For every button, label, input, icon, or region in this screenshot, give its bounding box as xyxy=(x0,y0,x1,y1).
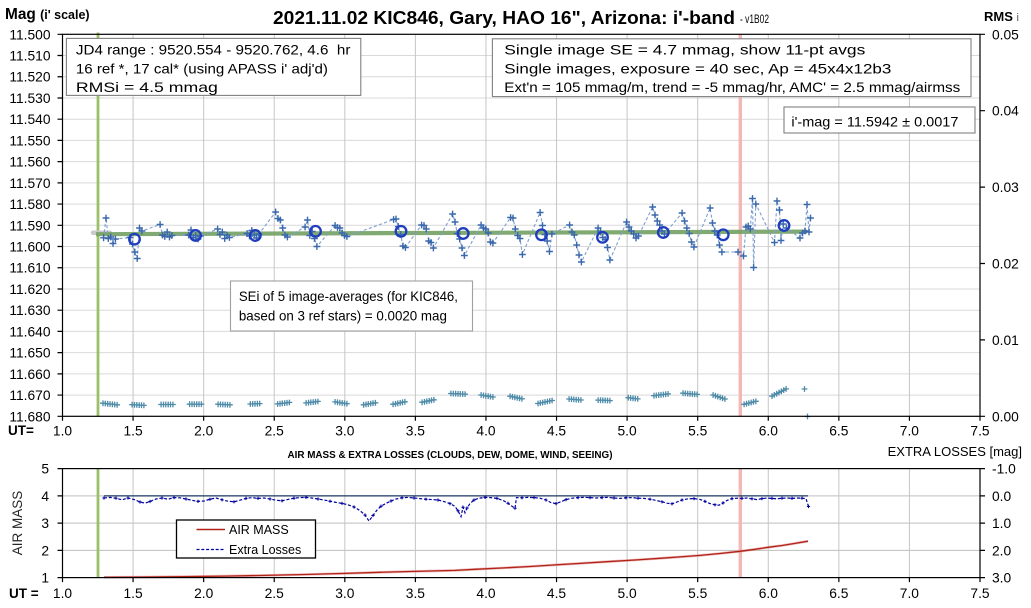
svg-text:3: 3 xyxy=(41,516,49,531)
svg-text:11.580: 11.580 xyxy=(9,197,51,212)
svg-text:11.570: 11.570 xyxy=(9,176,51,191)
svg-text:6.5: 6.5 xyxy=(829,424,849,439)
svg-text:AIR MASS: AIR MASS xyxy=(10,491,25,556)
svg-text:2.0: 2.0 xyxy=(992,543,1012,558)
svg-text:1: 1 xyxy=(41,571,49,586)
svg-text:2021.11.02 KIC846, Gary, HAO 1: 2021.11.02 KIC846, Gary, HAO 16", Arizon… xyxy=(273,8,735,28)
svg-text:i'-mag = 11.5942 ± 0.0017: i'-mag = 11.5942 ± 0.0017 xyxy=(791,113,958,129)
svg-text:6.5: 6.5 xyxy=(829,586,849,601)
svg-text:4.5: 4.5 xyxy=(547,586,567,601)
svg-text:Ext'n = 105 mmag/m, trend = -5: Ext'n = 105 mmag/m, trend = -5 mmag/hr, … xyxy=(504,79,960,95)
svg-text:0.05: 0.05 xyxy=(992,27,1019,42)
svg-text:2.0: 2.0 xyxy=(194,586,214,601)
svg-text:- v1B02: - v1B02 xyxy=(740,14,769,26)
svg-text:11.500: 11.500 xyxy=(9,27,51,42)
svg-text:AIR MASS: AIR MASS xyxy=(229,523,289,537)
svg-text:1.0: 1.0 xyxy=(992,516,1012,531)
svg-text:1.5: 1.5 xyxy=(124,424,144,439)
svg-text:3.0: 3.0 xyxy=(335,424,355,439)
svg-text:4: 4 xyxy=(41,489,49,504)
svg-text:based on 3 ref stars) = 0.0020: based on 3 ref stars) = 0.0020 mag xyxy=(239,307,447,323)
svg-text:3.5: 3.5 xyxy=(406,424,426,439)
svg-text:0.04: 0.04 xyxy=(992,104,1019,119)
svg-text:11.560: 11.560 xyxy=(9,155,51,170)
svg-text:7.0: 7.0 xyxy=(900,586,920,601)
svg-text:4.0: 4.0 xyxy=(476,586,496,601)
svg-text:2: 2 xyxy=(41,543,49,558)
svg-text:1.0: 1.0 xyxy=(53,424,73,439)
svg-text:5.0: 5.0 xyxy=(618,586,638,601)
svg-text:16 ref *, 17 cal* (using APASS: 16 ref *, 17 cal* (using APASS i' adj'd) xyxy=(76,61,328,77)
svg-text:11.550: 11.550 xyxy=(9,133,51,148)
svg-text:11.540: 11.540 xyxy=(9,112,51,127)
svg-text:3.5: 3.5 xyxy=(406,586,426,601)
svg-text:2.5: 2.5 xyxy=(265,586,285,601)
svg-text:Extra Losses: Extra Losses xyxy=(229,543,301,557)
svg-text:0.03: 0.03 xyxy=(992,180,1019,195)
svg-text:7.5: 7.5 xyxy=(970,424,990,439)
svg-text:5: 5 xyxy=(41,462,49,477)
svg-text:11.680: 11.680 xyxy=(9,409,51,424)
svg-text:EXTRA LOSSES [mag]: EXTRA LOSSES [mag] xyxy=(888,444,1022,459)
svg-text:11.630: 11.630 xyxy=(9,303,51,318)
svg-text:2.0: 2.0 xyxy=(194,424,214,439)
svg-text:0.0: 0.0 xyxy=(992,489,1012,504)
svg-text:4.5: 4.5 xyxy=(547,424,567,439)
svg-text:6.0: 6.0 xyxy=(759,424,779,439)
svg-text:11.590: 11.590 xyxy=(9,218,51,233)
svg-text:0.01: 0.01 xyxy=(992,333,1019,348)
svg-text:Single images, exposure = 40 s: Single images, exposure = 40 sec, Ap = 4… xyxy=(504,61,891,77)
svg-text:5.5: 5.5 xyxy=(688,424,708,439)
svg-text:2.5: 2.5 xyxy=(265,424,285,439)
svg-text:JD4 range : 9520.554 - 9520.76: JD4 range : 9520.554 - 9520.762, 4.6 hr xyxy=(76,42,351,58)
svg-text:3.0: 3.0 xyxy=(992,571,1012,586)
svg-text:1.0: 1.0 xyxy=(53,586,73,601)
svg-text:7.5: 7.5 xyxy=(970,586,990,601)
svg-text:UT =: UT = xyxy=(9,586,39,601)
svg-text:0.02: 0.02 xyxy=(992,257,1019,272)
svg-text:11.520: 11.520 xyxy=(9,70,51,85)
svg-text:RMSi = 4.5 mmag: RMSi = 4.5 mmag xyxy=(76,79,218,95)
svg-text:11.650: 11.650 xyxy=(9,346,51,361)
svg-text:RMS i: RMS i xyxy=(984,9,1019,24)
svg-text:11.530: 11.530 xyxy=(9,91,51,106)
svg-text:5.0: 5.0 xyxy=(618,424,638,439)
svg-text:11.610: 11.610 xyxy=(9,261,51,276)
svg-text:Single image SE = 4.7 mmag, sh: Single image SE = 4.7 mmag, show 11-pt a… xyxy=(504,42,865,58)
svg-text:SEi of 5 image-averages (for K: SEi of 5 image-averages (for KIC846, xyxy=(239,288,458,304)
svg-text:11.600: 11.600 xyxy=(9,240,51,255)
svg-text:-1.0: -1.0 xyxy=(992,462,1016,477)
svg-text:11.660: 11.660 xyxy=(9,367,51,382)
svg-text:4.0: 4.0 xyxy=(476,424,496,439)
svg-text:6.0: 6.0 xyxy=(759,586,779,601)
svg-text:AIR MASS & EXTRA LOSSES (CLOUD: AIR MASS & EXTRA LOSSES (CLOUDS, DEW, DO… xyxy=(288,450,613,461)
svg-text:0.00: 0.00 xyxy=(992,409,1019,424)
svg-text:11.620: 11.620 xyxy=(9,282,51,297)
svg-text:UT=: UT= xyxy=(8,423,34,438)
svg-text:11.670: 11.670 xyxy=(9,388,51,403)
svg-text:11.510: 11.510 xyxy=(9,49,51,64)
svg-text:5.5: 5.5 xyxy=(688,586,708,601)
svg-text:1.5: 1.5 xyxy=(124,586,144,601)
svg-text:7.0: 7.0 xyxy=(900,424,920,439)
svg-text:11.640: 11.640 xyxy=(9,324,51,339)
svg-text:3.0: 3.0 xyxy=(335,586,355,601)
svg-text:Mag (i' scale): Mag (i' scale) xyxy=(5,6,90,23)
